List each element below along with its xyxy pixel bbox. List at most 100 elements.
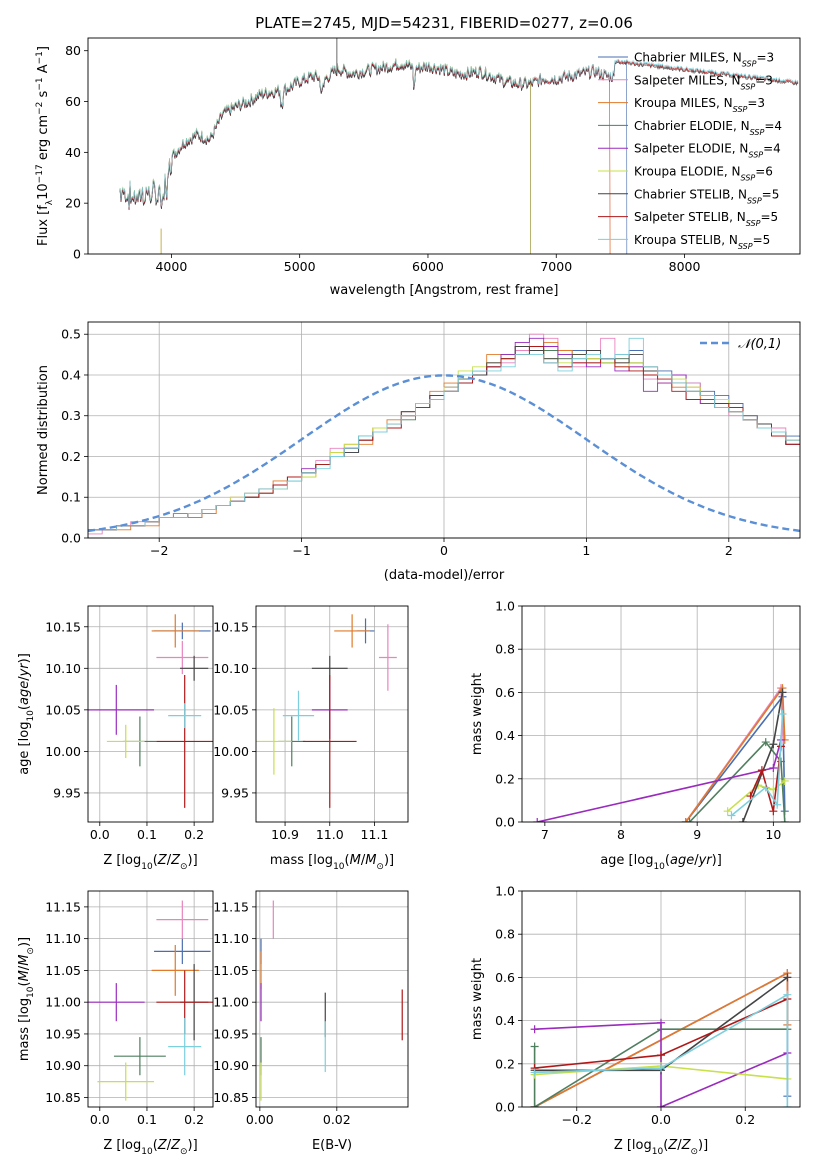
weight-marker <box>657 1064 665 1073</box>
y-tick-label: 10.90 <box>45 1058 81 1073</box>
weight-marker <box>769 740 778 749</box>
spectrum-series-line <box>119 59 611 254</box>
y-tick-label: 40 <box>65 145 81 160</box>
y-tick-label: 20 <box>65 196 81 211</box>
legend-label: Salpeter ELODIE, NSSP=4 <box>634 142 781 160</box>
spectrum-series-line <box>119 60 628 254</box>
y-tick-label: 1.0 <box>495 599 515 614</box>
x-tick-label: 0.2 <box>184 827 204 842</box>
axes-frame <box>87 37 801 255</box>
weight-marker <box>723 807 732 816</box>
mass_vs_Z-errorbars <box>88 900 213 1101</box>
y-tick-label: 10.05 <box>45 702 81 717</box>
x-tick-label: 7 <box>541 827 549 842</box>
legend-label: Chabrier STELIB, NSSP=5 <box>634 187 779 205</box>
weight_vs_Z-xlabel: Z [log10(Z/Z⊙)] <box>614 1138 708 1157</box>
y-tick-label: 80 <box>65 43 81 58</box>
errorbar-point <box>256 708 292 775</box>
x-tick-label: 8000 <box>669 259 701 274</box>
weight-marker <box>727 811 736 820</box>
age_vs_Z-ylabel: age [log10(age/yr)] <box>17 653 36 775</box>
y-tick-label: 11.15 <box>213 899 249 914</box>
y-tick-label: 0 <box>73 247 81 262</box>
y-tick-label: 0.1 <box>61 490 81 505</box>
errorbar-point <box>151 614 199 648</box>
errorbar-point <box>168 703 202 729</box>
errorbar-point <box>334 614 370 648</box>
weight-marker <box>530 1042 539 1051</box>
legend-label: Chabrier MILES, NSSP=3 <box>634 51 774 69</box>
histogram-step <box>88 337 800 538</box>
errorbar-point <box>282 690 315 741</box>
y-tick-label: 11.05 <box>213 963 249 978</box>
x-tick-label: 0.0 <box>651 1112 671 1127</box>
x-tick-label: 0.0 <box>90 827 110 842</box>
axes-frame <box>521 890 801 1108</box>
weight-marker <box>783 1103 792 1107</box>
errorbar-point <box>113 1037 166 1076</box>
y-tick-label: 0.4 <box>61 367 81 382</box>
errorbar-point <box>106 724 145 759</box>
weight-line <box>689 740 786 822</box>
normal-curve <box>88 374 800 533</box>
x-tick-label: 1 <box>582 543 590 558</box>
weight-marker <box>780 776 789 785</box>
errorbar-point <box>151 945 199 996</box>
x-tick-label: 11.1 <box>361 827 389 842</box>
x-tick-label: 0.1 <box>137 827 157 842</box>
y-tick-label: 0.6 <box>495 970 515 985</box>
age_vs_Z-panel: 0.0 0.1 0.2 9.95 10.00 10.05 10.10 10.15 Z [log1… <box>17 605 214 872</box>
weight-marker <box>746 792 755 801</box>
legend-label: 𝒩(0,1) <box>738 337 781 352</box>
x-tick-label: −1 <box>292 543 310 558</box>
errorbar-point <box>179 655 209 681</box>
weight_vs_age-lines <box>533 684 789 822</box>
axes-frame <box>255 605 409 823</box>
y-tick-label: 11.00 <box>213 995 249 1010</box>
spectrum-series-line <box>119 58 611 254</box>
weight-marker <box>778 710 787 718</box>
spectrum-lines <box>119 38 799 254</box>
histogram-step <box>88 333 800 538</box>
weight-marker <box>783 973 792 982</box>
weight_vs_Z-ylabel: mass weight <box>470 958 485 1040</box>
weight_vs_age-ylabel: mass weight <box>470 673 485 755</box>
weight-marker <box>769 807 778 816</box>
y-tick-label: 0.4 <box>495 1013 515 1028</box>
y-tick-label: 9.95 <box>53 785 81 800</box>
y-tick-label: 0.0 <box>495 815 515 830</box>
legend-label: Kroupa STELIB, NSSP=5 <box>634 233 770 251</box>
spectrum-series-line <box>119 58 799 208</box>
legend-label: Salpeter MILES, NSSP=3 <box>634 73 773 91</box>
x-tick-label: 0.2 <box>735 1112 755 1127</box>
weight-marker <box>780 818 789 822</box>
x-tick-label: 6000 <box>412 259 444 274</box>
mass_vs_Z-ylabel: mass [log10(M/M⊙)] <box>17 937 36 1061</box>
weight_vs_age-xlabel: age [log10(age/yr)] <box>600 853 722 872</box>
y-tick-label: 10.15 <box>45 619 81 634</box>
y-tick-label: 0.5 <box>61 327 81 342</box>
weight-marker <box>769 764 778 772</box>
x-tick-label: 10 <box>765 827 781 842</box>
x-tick-label: 4000 <box>155 259 187 274</box>
x-tick-label: 7000 <box>540 259 572 274</box>
errorbar-point <box>156 900 209 939</box>
y-tick-label: 10.85 <box>45 1090 81 1105</box>
spectrum-panel: PLATE=2745, MJD=54231, FIBERID=0277, z=0… <box>35 14 801 298</box>
age_vs_mass-errorbars <box>256 614 397 808</box>
mass_vs_EBV-panel: 0.00 0.02 10.85 10.90 10.95 11.00 11.05 11.10 11… <box>213 890 409 1153</box>
y-tick-label: 10.05 <box>213 702 249 717</box>
weight-marker <box>657 1018 665 1027</box>
weight-marker <box>778 688 787 697</box>
errorbar-point <box>88 684 155 735</box>
weight-marker <box>738 818 747 822</box>
weight-marker <box>685 818 694 822</box>
x-tick-label: 8 <box>617 827 625 842</box>
errorbar-point <box>378 624 397 691</box>
y-tick-label: 60 <box>65 94 81 109</box>
y-tick-label: 11.00 <box>45 995 81 1010</box>
mass_vs_Z-panel: 0.0 0.1 0.2 10.85 10.90 10.95 11.00 11.05 11.10 1… <box>17 890 214 1157</box>
weight-line <box>534 993 789 1107</box>
y-tick-label: 0.8 <box>495 642 515 657</box>
